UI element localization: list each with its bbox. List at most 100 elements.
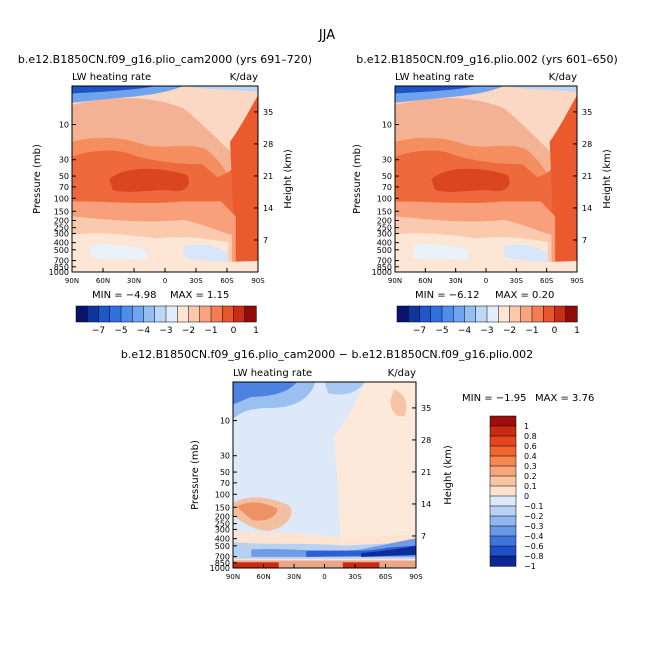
x-tick-label: 60N (418, 277, 432, 285)
y-tick-label: 100 (377, 194, 392, 203)
panel-1-heatmap (72, 86, 258, 272)
panel-3-y2label: Height (km) (443, 445, 454, 505)
panel-2-y2label: Height (km) (602, 149, 613, 209)
y2-tick-label: 28 (421, 436, 431, 445)
colorbar-swatch (120, 305, 133, 323)
colorbar-swatch (143, 305, 156, 323)
x-tick-label: 60N (96, 277, 110, 285)
colorbar-label: −2 (503, 326, 516, 336)
x-tick-label: 0 (163, 277, 167, 285)
colorbar-label: −0.8 (524, 552, 543, 561)
y-tick-label: 200 (377, 216, 392, 225)
colorbar-label: −3 (159, 326, 172, 336)
colorbar-label: −5 (114, 326, 127, 336)
x-tick-label: 60S (220, 277, 234, 285)
colorbar-swatch (244, 305, 257, 323)
panel-3-min: MIN = −1.95 (462, 393, 526, 404)
colorbar-label: −0.4 (524, 532, 543, 541)
y-tick-label: 10 (59, 121, 69, 130)
y-tick-label: 400 (54, 239, 69, 248)
colorbar-label: −2 (182, 326, 195, 336)
y2-tick-label: 35 (421, 404, 431, 413)
colorbar-swatch (109, 305, 122, 323)
colorbar-label: −0.1 (524, 502, 543, 511)
colorbar-label: 0.3 (524, 462, 537, 471)
colorbar-swatch (396, 305, 409, 323)
y2-tick-label: 35 (263, 108, 273, 117)
colorbar-swatch (489, 435, 517, 447)
colorbar-label: 0.2 (524, 472, 537, 481)
panel-1-y2label: Height (km) (283, 149, 294, 209)
y-tick-label: 30 (220, 452, 230, 461)
colorbar-label: −1 (524, 562, 536, 571)
colorbar-swatch (543, 305, 556, 323)
colorbar-swatch (489, 475, 517, 487)
colorbar-swatch (509, 305, 522, 323)
colorbar-swatch (430, 305, 443, 323)
panel-3-colorbar: 10.80.60.40.30.20.10−0.1−0.2−0.3−0.4−0.6… (489, 415, 543, 571)
panel-2-heatmap (395, 86, 577, 272)
colorbar-swatch (419, 305, 432, 323)
y2-tick-label: 14 (582, 204, 592, 213)
y2-tick-label: 14 (421, 500, 431, 509)
x-tick-label: 30N (127, 277, 141, 285)
colorbar-swatch (441, 305, 454, 323)
colorbar-swatch (408, 305, 421, 323)
colorbar-swatch (177, 305, 190, 323)
y-tick-label: 10 (382, 121, 392, 130)
x-tick-label: 60S (540, 277, 554, 285)
colorbar-swatch (453, 305, 466, 323)
colorbar-swatch (489, 545, 517, 557)
colorbar-swatch (486, 305, 499, 323)
colorbar-swatch (489, 455, 517, 467)
colorbar-swatch (98, 305, 111, 323)
x-tick-label: 0 (322, 573, 326, 581)
y-tick-label: 10 (220, 417, 230, 426)
colorbar-swatch (489, 535, 517, 547)
y-tick-label: 300 (377, 229, 392, 238)
colorbar-swatch (489, 495, 517, 507)
y-tick-label: 30 (382, 156, 392, 165)
x-tick-label: 60S (379, 573, 393, 581)
colorbar-label: −4 (137, 326, 151, 336)
y2-tick-label: 28 (582, 140, 592, 149)
panel-1-x-axis: 90N 60N 30N 0 30S 60S 90S (65, 268, 265, 285)
colorbar-swatch (531, 305, 544, 323)
colorbar-swatch (475, 305, 488, 323)
x-tick-label: 30S (510, 277, 524, 285)
y2-tick-label: 35 (582, 108, 592, 117)
panel-2-title: b.e12.B1850CN.f09_g16.plio.002 (yrs 601–… (356, 53, 618, 66)
y-tick-label: 1000 (210, 564, 230, 573)
panel-1-ylabel: Pressure (mb) (32, 144, 43, 214)
colorbar-label: 0 (524, 492, 529, 501)
y-tick-label: 1000 (372, 268, 392, 277)
colorbar-label: −5 (435, 326, 448, 336)
panel-3-title: b.e12.B1850CN.f09_g16.plio_cam2000 − b.e… (121, 348, 533, 361)
y2-tick-label: 21 (421, 468, 431, 477)
x-tick-label: 30N (449, 277, 463, 285)
y-tick-label: 700 (215, 553, 230, 562)
x-tick-label: 0 (484, 277, 488, 285)
colorbar-swatch (489, 485, 517, 497)
colorbar-swatch (489, 515, 517, 527)
x-tick-label: 30S (189, 277, 203, 285)
panel-2-x-axis: 90N 60N 30N 0 30S 60S 90S (388, 268, 584, 285)
y-tick-label: 850 (215, 559, 230, 568)
y-tick-label: 150 (377, 207, 392, 216)
colorbar-label: 0.8 (524, 432, 537, 441)
colorbar-swatch (520, 305, 533, 323)
x-tick-label: 90S (251, 277, 265, 285)
colorbar-label: −0.3 (524, 522, 543, 531)
panel-3-heatmap (233, 382, 416, 568)
colorbar-swatch (188, 305, 201, 323)
panel-1-field-label: LW heating rate (72, 72, 151, 83)
y-tick-label: 100 (215, 490, 230, 499)
colorbar-swatch (489, 425, 517, 437)
panel-2: b.e12.B1850CN.f09_g16.plio.002 (yrs 601–… (352, 53, 618, 336)
colorbar-label: 0.6 (524, 442, 537, 451)
panel-3-field-label: LW heating rate (233, 368, 312, 379)
y-tick-label: 500 (377, 246, 392, 255)
colorbar-swatch (165, 305, 178, 323)
